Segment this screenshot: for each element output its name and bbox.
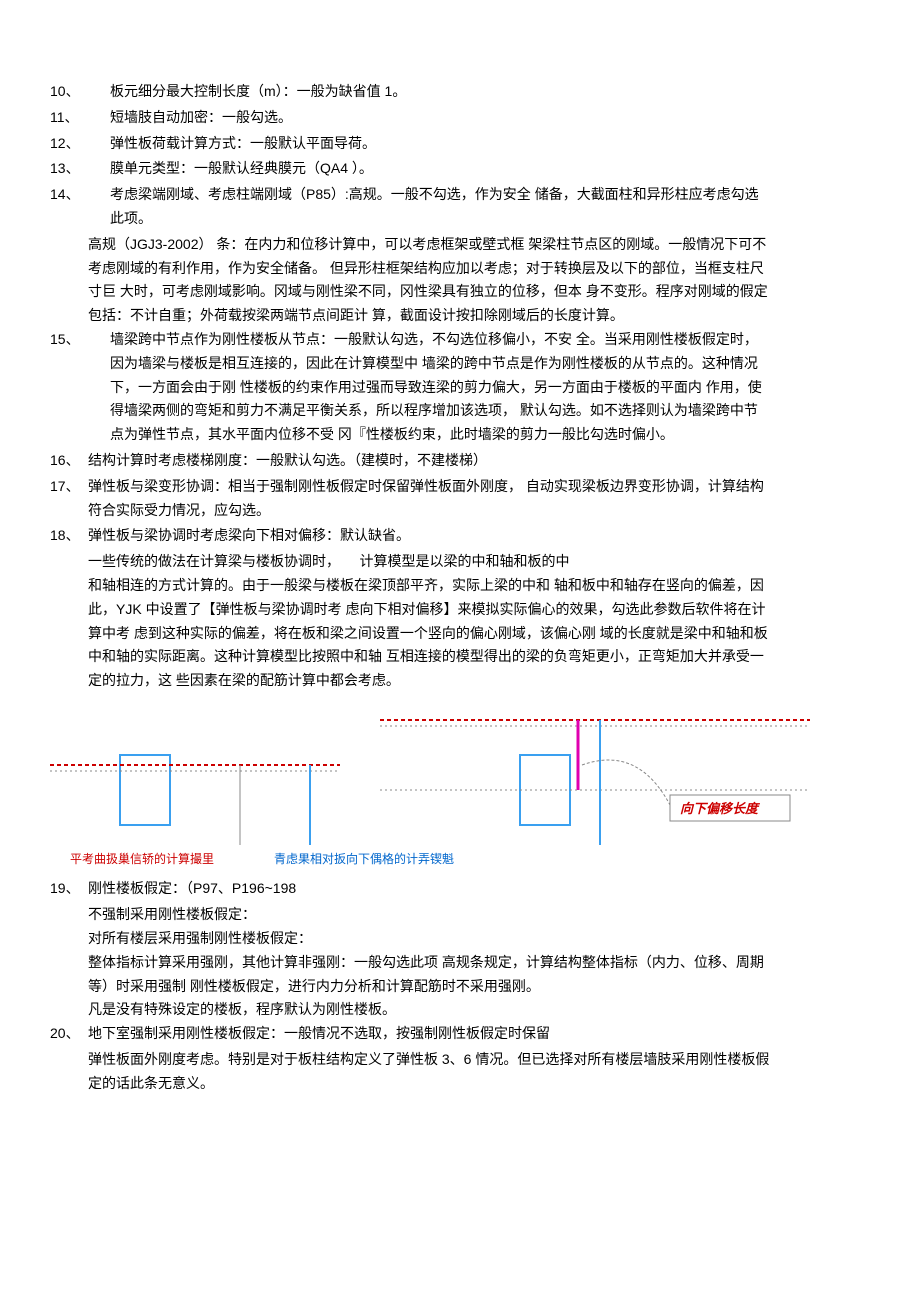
numbered-list: 10、板元细分最大控制长度（m）：一般为缺省值 1。11、短墙肢自动加密：一般勾…: [50, 80, 770, 693]
item-number: 17、: [50, 475, 88, 523]
item-text: 弹性板与梁协调时考虑梁向下相对偏移：默认缺省。: [88, 524, 770, 548]
list-item: 11、短墙肢自动加密：一般勾选。: [50, 106, 770, 130]
list-item: 12、弹性板荷载计算方式：一般默认平面导荷。: [50, 132, 770, 156]
item-line: 凡是没有特殊设定的楼板，程序默认为刚性楼板。: [88, 998, 770, 1022]
item-text: 墙梁跨中节点作为刚性楼板从节点：一般默认勾选，不勾选位移偏小，不安 全。当采用刚…: [110, 328, 770, 447]
caption-right: 青虑果相对扳向下偶格的计弄锲魁: [274, 849, 454, 869]
item-line: 对所有楼层采用强制刚性楼板假定：: [88, 927, 770, 951]
list-item: 19、刚性楼板假定：（P97、P196~198: [50, 877, 770, 901]
item-lead: 地下室强制采用刚性楼板假定：一般情况不选取，按强制刚性板假定时保留: [88, 1022, 770, 1046]
item-number: 15、: [50, 328, 110, 447]
list-item: 10、板元细分最大控制长度（m）：一般为缺省值 1。: [50, 80, 770, 104]
item-line: 不强制采用刚性楼板假定：: [88, 903, 770, 927]
list-item: 15、墙梁跨中节点作为刚性楼板从节点：一般默认勾选，不勾选位移偏小，不安 全。当…: [50, 328, 770, 447]
list-item: 13、膜单元类型：一般默认经典膜元（QA4 ）。: [50, 157, 770, 181]
item-lead: 刚性楼板假定：（P97、P196~198: [88, 877, 770, 901]
list-item: 17、弹性板与梁变形协调：相当于强制刚性板假定时保留弹性板面外刚度， 自动实现梁…: [50, 475, 770, 523]
tail-list: 19、刚性楼板假定：（P97、P196~198不强制采用刚性楼板假定：对所有楼层…: [50, 877, 770, 1095]
item-text: 板元细分最大控制长度（m）：一般为缺省值 1。: [110, 80, 770, 104]
item-extra: 一些传统的做法在计算梁与楼板协调时， 计算模型是以梁的中和轴和板的中 和轴相连的…: [88, 550, 770, 693]
item-number: 11、: [50, 106, 110, 130]
item-text: 弹性板与梁变形协调：相当于强制刚性板假定时保留弹性板面外刚度， 自动实现梁板边界…: [88, 475, 770, 523]
item-text: 考虑梁端刚域、考虑柱端刚域（P85）:高规。一般不勾选，作为安全 储备，大截面柱…: [110, 183, 770, 231]
item-number: 13、: [50, 157, 110, 181]
item-number: 12、: [50, 132, 110, 156]
diagram-captions: 平考曲扱巢信轿的计算撮里 青虑果相对扳向下偶格的计弄锲魁: [70, 849, 770, 869]
item-text: 结构计算时考虑楼梯刚度：一般默认勾选。（建模时，不建楼梯）: [88, 449, 770, 473]
item-number: 19、: [50, 877, 88, 901]
list-item: 14、考虑梁端刚域、考虑柱端刚域（P85）:高规。一般不勾选，作为安全 储备，大…: [50, 183, 770, 231]
item-number: 18、: [50, 524, 88, 548]
item-text: 短墙肢自动加密：一般勾选。: [110, 106, 770, 130]
list-item: 16、结构计算时考虑楼梯刚度：一般默认勾选。（建模时，不建楼梯）: [50, 449, 770, 473]
list-item: 18、弹性板与梁协调时考虑梁向下相对偏移：默认缺省。: [50, 524, 770, 548]
item-number: 14、: [50, 183, 110, 231]
item-number: 10、: [50, 80, 110, 104]
item-number: 16、: [50, 449, 88, 473]
offset-diagram: 向下偏移长度 平考曲扱巢信轿的计算撮里 青虑果相对扳向下偶格的计弄锲魁: [50, 705, 770, 869]
item-number: 20、: [50, 1022, 88, 1046]
item-line: 弹性板面外刚度考虑。特别是对于板柱结构定义了弹性板 3、6 情况。但已选择对所有…: [88, 1048, 770, 1096]
item-line: 整体指标计算采用强刚，其他计算非强刚：一般勾选此项 高规条规定，计算结构整体指标…: [88, 951, 770, 999]
svg-text:向下偏移长度: 向下偏移长度: [680, 801, 761, 816]
caption-left: 平考曲扱巢信轿的计算撮里: [70, 849, 214, 869]
list-item: 20、地下室强制采用刚性楼板假定：一般情况不选取，按强制刚性板假定时保留: [50, 1022, 770, 1046]
diagram-svg: 向下偏移长度: [50, 705, 810, 845]
item-extra: 高规（JGJ3-2002） 条：在内力和位移计算中，可以考虑框架或壁式框 架梁柱…: [88, 233, 770, 328]
item-text: 弹性板荷载计算方式：一般默认平面导荷。: [110, 132, 770, 156]
item-text: 膜单元类型：一般默认经典膜元（QA4 ）。: [110, 157, 770, 181]
